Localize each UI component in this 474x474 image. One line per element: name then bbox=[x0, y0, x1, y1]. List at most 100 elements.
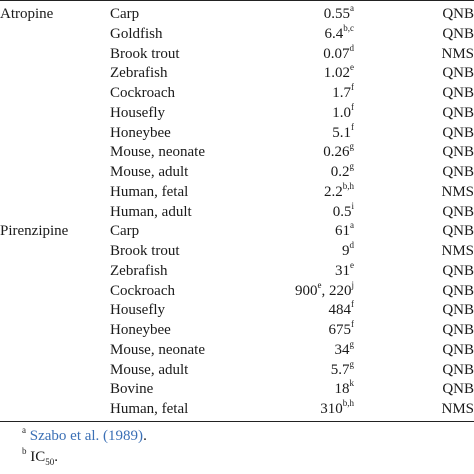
radioligand-cell: QNB bbox=[442, 223, 474, 240]
table-row: Brook trout 0.07d NMS bbox=[0, 42, 474, 65]
footnote-text: IC bbox=[30, 449, 46, 465]
table-row: Honeybee 675f QNB bbox=[0, 319, 474, 341]
drug-cell bbox=[0, 380, 110, 400]
drug-cell bbox=[0, 242, 110, 262]
species-cell: Mouse, neonate bbox=[110, 341, 205, 358]
value-number: 675 bbox=[328, 322, 352, 338]
value-footnote-mark: f bbox=[351, 319, 354, 329]
radioligand-cell: QNB bbox=[442, 282, 474, 299]
drug-cell bbox=[0, 183, 110, 203]
drug-cell bbox=[0, 104, 110, 124]
species-cell: Zebrafish bbox=[110, 65, 168, 82]
value-footnote-mark: g bbox=[349, 141, 355, 152]
value-number: 18 bbox=[334, 381, 350, 398]
footnote-mark: b bbox=[22, 446, 27, 456]
footnote-b: b IC50. bbox=[22, 447, 462, 468]
value-number: 61 bbox=[335, 223, 350, 240]
drug-cell: Pirenzipine bbox=[0, 223, 69, 240]
species-cell: Goldfish bbox=[110, 25, 163, 42]
value-number: 1.7 bbox=[332, 85, 351, 101]
drug-cell bbox=[0, 301, 110, 321]
radioligand-cell: QNB bbox=[442, 85, 474, 101]
value-cell: 0.55a bbox=[250, 4, 354, 25]
data-table: Atropine Carp 0.55a QNB Goldfish 6.4b,c QNB Bro… bbox=[0, 4, 474, 420]
table-row: Cockroach 1.7f QNB bbox=[0, 82, 474, 104]
value-footnote-mark: f bbox=[351, 82, 354, 92]
species-cell: Cockroach bbox=[110, 85, 175, 101]
citation-link[interactable]: Szabo et al. (1989) bbox=[29, 428, 144, 444]
value-number-secondary: , 220 bbox=[321, 282, 352, 299]
radioligand-cell: NMS bbox=[441, 243, 474, 259]
value-cell: 6.4b,c bbox=[250, 23, 355, 45]
species-cell: Zebrafish bbox=[110, 262, 168, 279]
value-cell: 1.0f bbox=[250, 102, 354, 124]
value-number: 310 bbox=[320, 401, 343, 417]
radioligand-cell: QNB bbox=[442, 302, 474, 319]
value-footnote-mark: g bbox=[349, 338, 355, 349]
drug-cell bbox=[0, 25, 110, 45]
footnote-punct: . bbox=[54, 449, 58, 465]
value-cell: 5.1f bbox=[250, 122, 354, 144]
footnote-punct: . bbox=[143, 428, 147, 444]
value-cell: 0.07d bbox=[250, 42, 355, 65]
value-number: 0.2 bbox=[330, 164, 350, 180]
footnote-a: a Szabo et al. (1989). bbox=[22, 426, 462, 447]
table-row: Housefly 1.0f QNB bbox=[0, 102, 474, 124]
radioligand-cell: QNB bbox=[442, 164, 474, 180]
value-number: 1.0 bbox=[332, 104, 351, 121]
value-number: 0.5 bbox=[332, 203, 352, 220]
radioligand-cell: QNB bbox=[442, 25, 474, 42]
value-cell: 0.2g bbox=[250, 162, 354, 183]
value-number: 0.55 bbox=[323, 6, 350, 22]
value-cell: 2.2b,h bbox=[250, 180, 354, 203]
species-cell: Mouse, adult bbox=[110, 164, 189, 180]
drug-cell bbox=[0, 321, 110, 341]
value-cell: 61a bbox=[250, 221, 354, 242]
radioligand-cell: NMS bbox=[441, 401, 474, 417]
drug-cell bbox=[0, 262, 110, 282]
value-footnote-mark: b,h bbox=[342, 180, 354, 191]
value-footnote-mark: b,h bbox=[342, 398, 354, 408]
drug-cell bbox=[0, 400, 110, 420]
value-cell: 0.5i bbox=[250, 200, 354, 223]
radioligand-cell: QNB bbox=[442, 341, 474, 358]
radioligand-cell: QNB bbox=[442, 262, 474, 279]
radioligand-cell: QNB bbox=[442, 65, 474, 82]
value-cell: 0.26g bbox=[250, 141, 355, 163]
value-number: 0.07 bbox=[323, 45, 350, 62]
table-row: Mouse, neonate 34g QNB bbox=[0, 338, 474, 361]
table-row: Mouse, adult 5.7g QNB bbox=[0, 358, 474, 381]
table-row: Human, fetal 310b,h NMS bbox=[0, 398, 474, 420]
species-cell: Brook trout bbox=[110, 243, 180, 259]
value-footnote-mark: g bbox=[349, 358, 355, 369]
drug-cell bbox=[0, 203, 110, 223]
table-row: Human, fetal 2.2b,h NMS bbox=[0, 180, 474, 203]
radioligand-cell: QNB bbox=[442, 124, 474, 141]
value-footnote-mark: e bbox=[350, 259, 354, 270]
table-top-rule bbox=[0, 0, 474, 1]
value-cell: 900e, 220j bbox=[250, 279, 354, 302]
table-row: Goldfish 6.4b,c QNB bbox=[0, 23, 474, 45]
value-footnote-mark: d bbox=[349, 240, 355, 250]
value-cell: 675f bbox=[250, 319, 355, 341]
footnotes: a Szabo et al. (1989). b IC50. bbox=[22, 426, 462, 468]
species-cell: Human, fetal bbox=[110, 183, 189, 200]
footnote-subscript: 50 bbox=[45, 457, 55, 467]
table-row: Pirenzipine Carp 61a QNB bbox=[0, 221, 474, 242]
radioligand-cell: QNB bbox=[442, 322, 474, 338]
table-row: Zebrafish 1.02e QNB bbox=[0, 62, 474, 84]
radioligand-cell: QNB bbox=[442, 6, 474, 22]
value-footnote-mark-secondary: j bbox=[351, 279, 354, 290]
species-cell: Human, fetal bbox=[110, 401, 189, 417]
value-footnote-mark: d bbox=[349, 42, 355, 53]
species-cell: Cockroach bbox=[110, 282, 175, 299]
value-number: 9 bbox=[342, 243, 350, 259]
value-cell: 31e bbox=[250, 259, 354, 282]
drug-cell bbox=[0, 124, 110, 144]
drug-cell bbox=[0, 45, 110, 65]
drug-cell bbox=[0, 163, 110, 183]
value-footnote-mark: i bbox=[351, 200, 354, 211]
value-footnote-mark: e bbox=[350, 62, 354, 73]
footnote-mark: a bbox=[22, 425, 26, 435]
value-cell: 5.7g bbox=[250, 358, 355, 381]
